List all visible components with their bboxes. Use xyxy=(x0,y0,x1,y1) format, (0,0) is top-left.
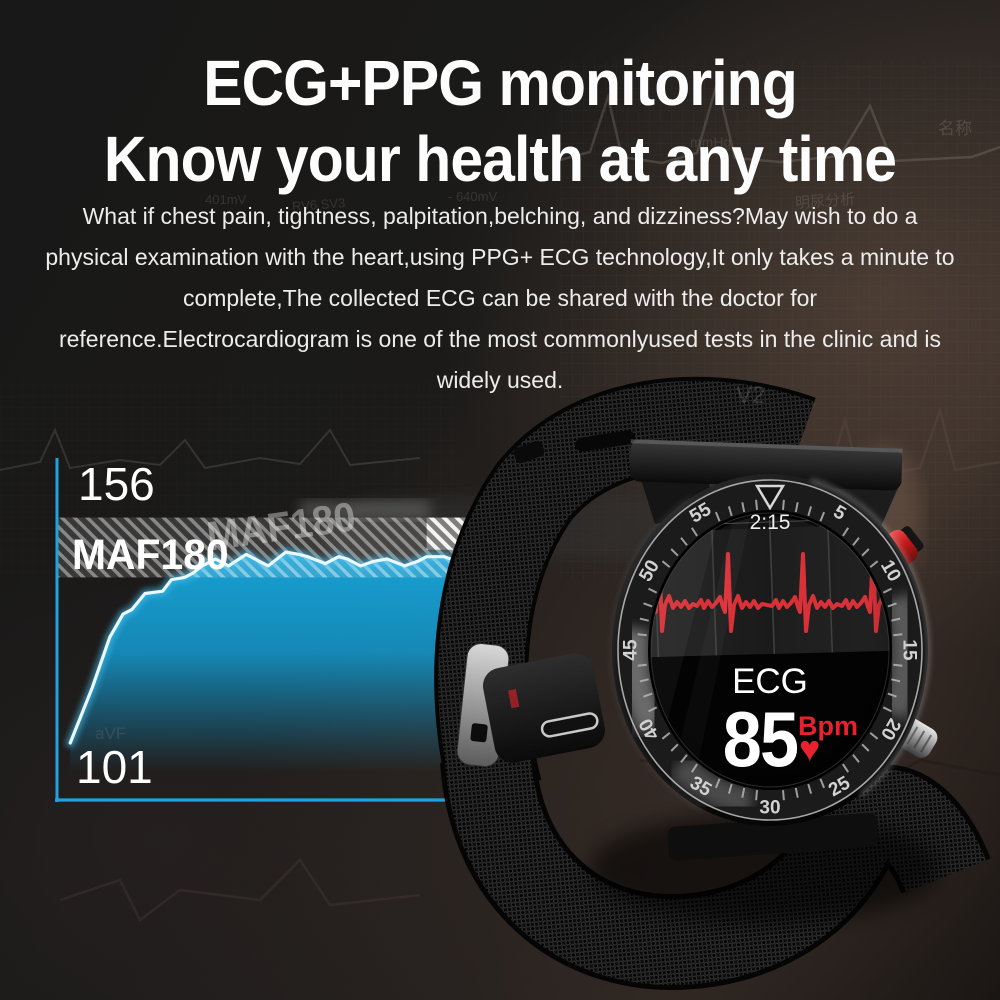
bezel-tick xyxy=(639,617,649,622)
bezel-tick xyxy=(690,763,698,773)
bezel-tick xyxy=(690,527,698,537)
bezel-tick xyxy=(807,506,813,517)
texture-label: 名称 xyxy=(938,119,972,138)
bezel-tick xyxy=(670,548,679,557)
watch-heart-rate-value: 85 xyxy=(722,695,799,783)
bottom-lug-bar xyxy=(667,813,879,861)
description-paragraph: What if chest pain, tightness, palpitati… xyxy=(45,203,955,393)
bezel-tick xyxy=(852,537,860,546)
bezel-tick xyxy=(648,706,658,713)
bezel-tick xyxy=(861,743,870,752)
bezel-tick xyxy=(714,778,721,789)
bezel-tick xyxy=(741,502,746,513)
bezel-tick xyxy=(670,743,679,752)
bezel-tick xyxy=(643,602,653,608)
bezel-tick xyxy=(637,633,647,637)
band-bottom-mesh xyxy=(445,755,986,985)
texture-label: V2 xyxy=(736,382,766,409)
clasp-pill-slot xyxy=(540,712,599,738)
spring-bar xyxy=(629,439,903,491)
bezel-tick xyxy=(643,692,653,698)
bezel-tick xyxy=(842,763,850,773)
bezel-tick xyxy=(893,633,903,637)
texture-label: mmHg xyxy=(690,134,732,150)
texture-label: V3 xyxy=(886,328,906,345)
bezel-tick xyxy=(782,790,785,801)
clasp-black-block xyxy=(482,653,606,763)
texture-label: 401mV xyxy=(205,192,247,207)
bezel-tick xyxy=(882,706,892,713)
bezel-tick xyxy=(852,754,860,763)
bezel-tick xyxy=(842,527,850,537)
clasp-red-accent xyxy=(508,689,520,709)
bezel-tick xyxy=(755,499,758,510)
chart-area-fill xyxy=(70,552,497,778)
bezel-tick xyxy=(661,732,671,740)
bezel-tick xyxy=(727,783,733,794)
case-highlight xyxy=(810,478,930,796)
bezel-tick xyxy=(869,732,879,740)
texture-label: aVF xyxy=(95,724,127,743)
bezel-tick xyxy=(680,537,688,546)
watch-band xyxy=(434,376,991,990)
maf180-heart-rate-chart xyxy=(55,458,700,802)
bezel-tick xyxy=(637,663,647,667)
page-subtitle: Know your health at any time xyxy=(103,123,897,195)
bezel-tick xyxy=(819,511,826,522)
bezel-tick xyxy=(741,787,746,798)
bezel-reflection xyxy=(879,592,921,721)
bezel-number: 15 xyxy=(899,639,920,661)
band-tip-tab xyxy=(575,430,635,452)
bezel-tick xyxy=(891,617,901,622)
bezel-tick xyxy=(869,560,879,568)
bezel-number: 30 xyxy=(759,798,780,819)
bezel-triangle-marker xyxy=(754,484,786,511)
chart-target-zone xyxy=(57,517,497,578)
texture-label: - 640mV xyxy=(448,189,498,204)
bezel-tick xyxy=(680,754,688,763)
heart-icon: ♥ xyxy=(799,728,821,769)
bezel-tick xyxy=(891,678,901,683)
chart-min-label: 101 xyxy=(76,741,153,793)
bezel-tick xyxy=(755,790,758,801)
bezel-tick xyxy=(661,560,671,568)
page-title: ECG+PPG monitoring xyxy=(203,47,797,119)
watch-time: 2:15 xyxy=(749,511,791,534)
bezel-tick xyxy=(807,783,813,794)
bezel-tick xyxy=(819,778,826,789)
bezel-tick xyxy=(893,663,903,667)
bezel-tick xyxy=(648,587,658,594)
bezel-tick xyxy=(794,787,799,798)
bezel-tick xyxy=(639,678,649,683)
bezel-tick xyxy=(782,499,785,510)
chart-line xyxy=(68,550,499,745)
watch-mode-label: ECG xyxy=(732,662,808,701)
bezel-tick xyxy=(861,548,870,557)
bezel-tick xyxy=(887,602,897,608)
bezel-tick xyxy=(882,587,892,594)
bezel-tick xyxy=(714,511,721,522)
chart-title: MAF180 xyxy=(72,531,229,579)
bezel-tick xyxy=(794,502,799,513)
bezel-number: 45 xyxy=(621,639,642,661)
watch-heart-rate-unit: Bpm xyxy=(798,711,858,741)
band-clasp xyxy=(456,643,606,767)
chart-max-label: 156 xyxy=(78,458,155,510)
bezel-tick xyxy=(727,506,733,517)
band-tip-tab xyxy=(513,440,545,464)
clasp-slot xyxy=(470,723,488,743)
bezel-tick xyxy=(887,692,897,698)
